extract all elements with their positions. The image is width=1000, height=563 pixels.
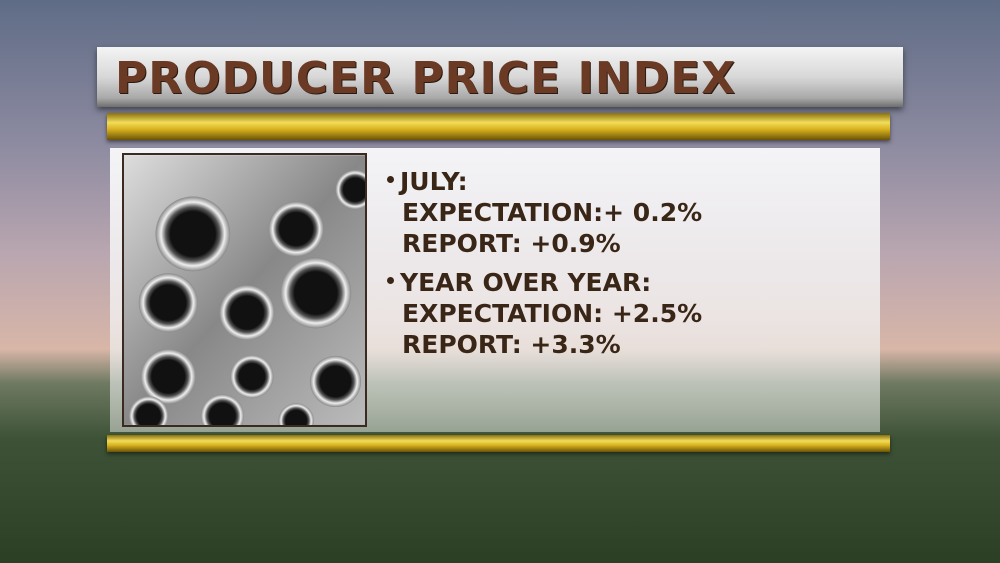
gold-bar (107, 435, 890, 452)
title: PRODUCER PRICE INDEX (115, 53, 737, 104)
title-bar: PRODUCER PRICE INDEX (97, 47, 903, 107)
bullet-row: JULY: (385, 166, 702, 197)
steel-pipes-image (122, 153, 367, 427)
gold-bar (107, 113, 890, 140)
bullet-list: JULY: EXPECTATION:+ 0.2% REPORT: +0.9% YEAR… (385, 166, 702, 368)
bullet-heading: YEAR OVER YEAR: (400, 268, 652, 297)
bullet-heading: JULY: (400, 167, 468, 196)
bullet-line: EXPECTATION: +2.5% (402, 299, 703, 328)
bullet: JULY: EXPECTATION:+ 0.2% REPORT: +0.9% (385, 166, 702, 259)
bullet-line: EXPECTATION:+ 0.2% (402, 198, 703, 227)
bullet-dot (387, 176, 394, 183)
bullet-dot (387, 277, 394, 284)
bullet-line: REPORT: +3.3% (402, 330, 621, 359)
bullet-line: REPORT: +0.9% (402, 229, 621, 258)
bullet-row: YEAR OVER YEAR: (385, 267, 702, 298)
bullet: YEAR OVER YEAR: EXPECTATION: +2.5% REPORT:… (385, 267, 702, 360)
